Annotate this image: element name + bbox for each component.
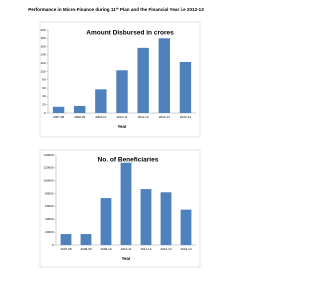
- y-tick-label: 0: [44, 111, 46, 115]
- y-tick-label: 200: [40, 28, 45, 32]
- x-tick-label: 2012-13: [160, 247, 171, 251]
- y-tick-label: 20: [42, 102, 46, 106]
- x-tick-label: 2007-08: [60, 247, 71, 251]
- bar: [74, 105, 86, 113]
- bar: [80, 234, 92, 245]
- bar: [158, 38, 170, 113]
- bar: [52, 106, 65, 113]
- chart-title: Amount Disbursed in crores: [86, 30, 174, 37]
- bar: [116, 70, 128, 113]
- x-tick-label: 2011-12: [138, 115, 149, 119]
- y-tick-label: 0: [52, 243, 54, 247]
- bar: [120, 162, 132, 245]
- y-tick-label: 140: [40, 53, 45, 57]
- y-tick-label: 180: [40, 36, 45, 40]
- chart-frame: [39, 149, 201, 268]
- y-tick-label: 160: [40, 44, 45, 48]
- y-tick-label: 80: [42, 78, 46, 82]
- bar: [160, 192, 172, 245]
- y-tick-label: 40000: [45, 217, 54, 221]
- y-tick-label: 40: [42, 94, 46, 98]
- x-axis-title: Year: [118, 124, 127, 129]
- title-part: Plan and the Financial Year i.e 2012-13: [119, 7, 205, 12]
- chart-title: No. of Beneficiaries: [98, 157, 159, 164]
- y-tick-label: 100000: [43, 179, 53, 183]
- x-tick-label: 2012-13: [159, 115, 170, 119]
- x-axis-title: Year: [122, 256, 131, 261]
- x-tick-label: 2013-14: [180, 115, 191, 119]
- bar: [100, 198, 112, 245]
- title-superscript: th: [116, 6, 119, 10]
- x-tick-label: 2009-10: [95, 115, 106, 119]
- y-tick-label: 20000: [45, 230, 54, 234]
- bar: [95, 89, 107, 113]
- y-tick-label: 120000: [43, 166, 53, 170]
- page-title: Performance in Micro-Finance during 11th…: [28, 6, 204, 12]
- y-tick-label: 60: [42, 86, 46, 90]
- y-tick-label: 60000: [45, 204, 54, 208]
- bar: [137, 47, 149, 113]
- title-part: Performance in Micro-Finance during 11: [28, 7, 116, 12]
- x-tick-label: 2007-08: [53, 115, 64, 119]
- y-tick-label: 140000: [43, 153, 53, 157]
- bar: [60, 234, 72, 245]
- bar: [180, 209, 192, 245]
- x-tick-label: 2008-09: [74, 115, 85, 119]
- x-tick-label: 2013-14: [180, 247, 191, 251]
- x-tick-label: 2010-11: [117, 115, 128, 119]
- y-tick-label: 80000: [45, 191, 54, 195]
- x-tick-label: 2009-10: [100, 247, 111, 251]
- bar: [179, 61, 192, 113]
- x-tick-label: 2008-09: [80, 247, 91, 251]
- document: Performance in Micro-Finance during 11th…: [28, 6, 204, 268]
- page: Performance in Micro-Finance during 11th…: [28, 6, 205, 268]
- bar: [140, 189, 152, 245]
- chart-frame: [39, 21, 201, 138]
- x-tick-label: 2010-11: [121, 247, 132, 251]
- y-tick-label: 120: [40, 61, 45, 65]
- y-tick-label: 100: [40, 69, 45, 73]
- x-tick-label: 2011-12: [141, 247, 152, 251]
